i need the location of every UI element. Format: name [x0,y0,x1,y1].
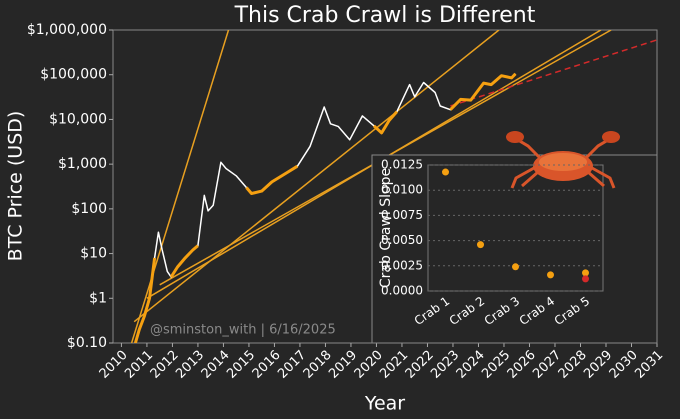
inset-point [442,168,449,176]
main-marks [130,30,657,343]
y-tick-label: $10 [80,246,107,262]
crab-icon [506,131,620,189]
inset-point [582,275,589,283]
inset-y-tick-label: 0.0100 [381,183,423,197]
inset-y-tick-label: 0.0125 [381,158,423,172]
inset-frame [427,164,604,292]
x-axis-title: Year [364,393,405,415]
series-line [133,72,517,343]
inset-y-title: Crab Crawl Slope [378,168,394,288]
y-tick-label: $1,000,000 [27,22,107,38]
y-tick-label: $10,000 [49,111,107,127]
y-tick-label: $100,000 [40,67,107,83]
y-axis-title: BTC Price (USD) [5,111,27,262]
annotation: @sminston_with | 6/16/2025 [150,323,336,338]
y-tick-label: $0.10 [67,335,107,351]
inset-point [477,241,484,249]
inset-y-tick-label: 0.0075 [381,208,423,222]
chart-title: This Crab Crawl is Different [234,3,536,28]
series-line [133,30,500,323]
y-tick-label: $100 [71,201,107,217]
y-tick-label: $1,000 [58,156,107,172]
inset-y-tick-label: 0.0025 [381,258,423,272]
inset-panel [371,154,658,344]
series-line [450,39,657,107]
inset-point [512,263,519,271]
inset-y-tick-label: 0.0000 [381,284,423,298]
inset-y-tick-label: 0.0050 [381,233,423,247]
series-line [130,30,230,343]
inset-point [582,269,589,277]
inset-point [547,271,554,279]
y-tick-label: $1 [89,290,107,306]
